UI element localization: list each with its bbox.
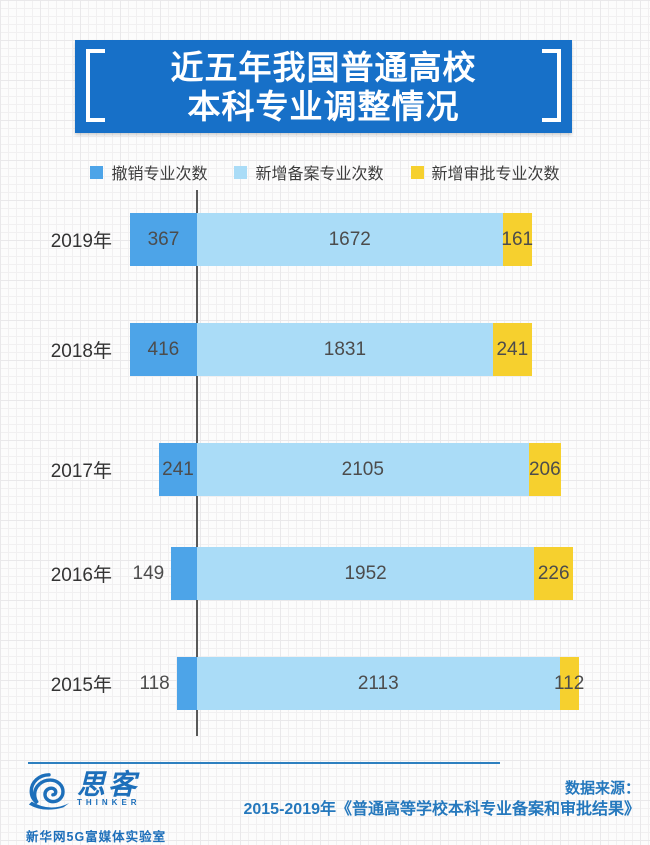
chart-row: 2018年 416 1831 241 bbox=[0, 323, 650, 376]
logo-cn-text: 思客 bbox=[77, 769, 140, 800]
chart-row: 2015年 118 2113 112 bbox=[0, 657, 650, 710]
year-label: 2019年 bbox=[50, 231, 112, 252]
legend: 撤销专业次数 新增备案专业次数 新增审批专业次数 bbox=[0, 160, 650, 184]
bar-chart: 2019年 367 1672 161 2018年 416 1831 241 2017年 241 21… bbox=[0, 190, 650, 750]
year-label: 2016年 bbox=[50, 565, 112, 586]
left-bracket-decoration bbox=[86, 49, 105, 122]
legend-item: 新增审批专业次数 bbox=[410, 160, 560, 184]
value-label: 241 bbox=[496, 339, 529, 360]
bar-segment-cancelled bbox=[171, 547, 197, 600]
legend-item: 撤销专业次数 bbox=[90, 160, 207, 184]
value-label: 1831 bbox=[323, 339, 367, 360]
footer-divider bbox=[28, 762, 500, 764]
page-title-line1: 近五年我国普通高校 bbox=[170, 48, 477, 86]
bar-segment-filed: 1672 bbox=[197, 213, 503, 266]
value-label: 112 bbox=[553, 673, 585, 694]
bar-segment-filed: 2113 bbox=[197, 657, 560, 710]
bar-segment-approved: 161 bbox=[501, 213, 534, 266]
legend-label: 新增备案专业次数 bbox=[255, 166, 384, 183]
chart-row: 2019年 367 1672 161 bbox=[0, 213, 650, 266]
value-label: 149 bbox=[132, 563, 165, 584]
year-label: 2018年 bbox=[50, 341, 112, 362]
value-label: 226 bbox=[537, 563, 570, 584]
data-source: 数据来源： 2015-2019年《普通高等学校本科专业备案和审批结果》 bbox=[243, 779, 640, 821]
bar-segment-approved: 241 bbox=[492, 323, 532, 376]
right-bracket-decoration bbox=[542, 49, 561, 122]
bar-segment-filed: 1831 bbox=[197, 323, 493, 376]
value-label: 416 bbox=[147, 339, 180, 360]
year-label: 2015年 bbox=[50, 675, 112, 696]
chart-row: 2016年 149 1952 226 bbox=[0, 547, 650, 600]
year-label: 2017年 bbox=[50, 461, 112, 482]
bar-segment-approved: 206 bbox=[528, 443, 562, 496]
bar-segment-approved: 112 bbox=[554, 657, 584, 710]
value-label: 161 bbox=[501, 229, 534, 250]
data-source-text: 2015-2019年《普通高等学校本科专业备案和审批结果》 bbox=[243, 801, 640, 818]
title-box: 近五年我国普通高校 本科专业调整情况 bbox=[75, 40, 572, 133]
value-label: 118 bbox=[139, 673, 170, 694]
legend-label: 新增审批专业次数 bbox=[431, 166, 560, 183]
bar-segment-cancelled bbox=[176, 657, 197, 710]
value-label: 206 bbox=[528, 459, 561, 480]
value-label: 241 bbox=[162, 459, 194, 480]
legend-swatch bbox=[234, 165, 248, 179]
value-label: 1672 bbox=[328, 229, 371, 250]
value-label: 2113 bbox=[357, 673, 399, 694]
chart-row: 2017年 241 2105 206 bbox=[0, 443, 650, 496]
page-title-line2: 本科专业调整情况 bbox=[187, 87, 460, 125]
data-source-label: 数据来源： bbox=[564, 780, 640, 797]
value-label: 1952 bbox=[344, 563, 387, 584]
logo-en-text: THINKER bbox=[77, 798, 141, 807]
thinker-logo: 思客 THINKER 新华网5G富媒体实验室 bbox=[26, 770, 166, 845]
bar-segment-approved: 226 bbox=[534, 547, 574, 600]
value-label: 2105 bbox=[341, 459, 384, 480]
bar-segment-filed: 2105 bbox=[197, 443, 529, 496]
wave-swirl-icon bbox=[26, 770, 72, 821]
value-label: 367 bbox=[147, 229, 180, 250]
bar-segment-cancelled: 367 bbox=[129, 213, 197, 266]
legend-swatch bbox=[410, 165, 424, 179]
legend-label: 撤销专业次数 bbox=[111, 166, 208, 183]
legend-item: 新增备案专业次数 bbox=[234, 160, 384, 184]
legend-swatch bbox=[90, 165, 104, 179]
bar-segment-cancelled: 416 bbox=[129, 323, 197, 376]
bar-segment-filed: 1952 bbox=[197, 547, 535, 600]
logo-subtitle: 新华网5G富媒体实验室 bbox=[26, 830, 167, 844]
bar-segment-cancelled: 241 bbox=[159, 443, 197, 496]
